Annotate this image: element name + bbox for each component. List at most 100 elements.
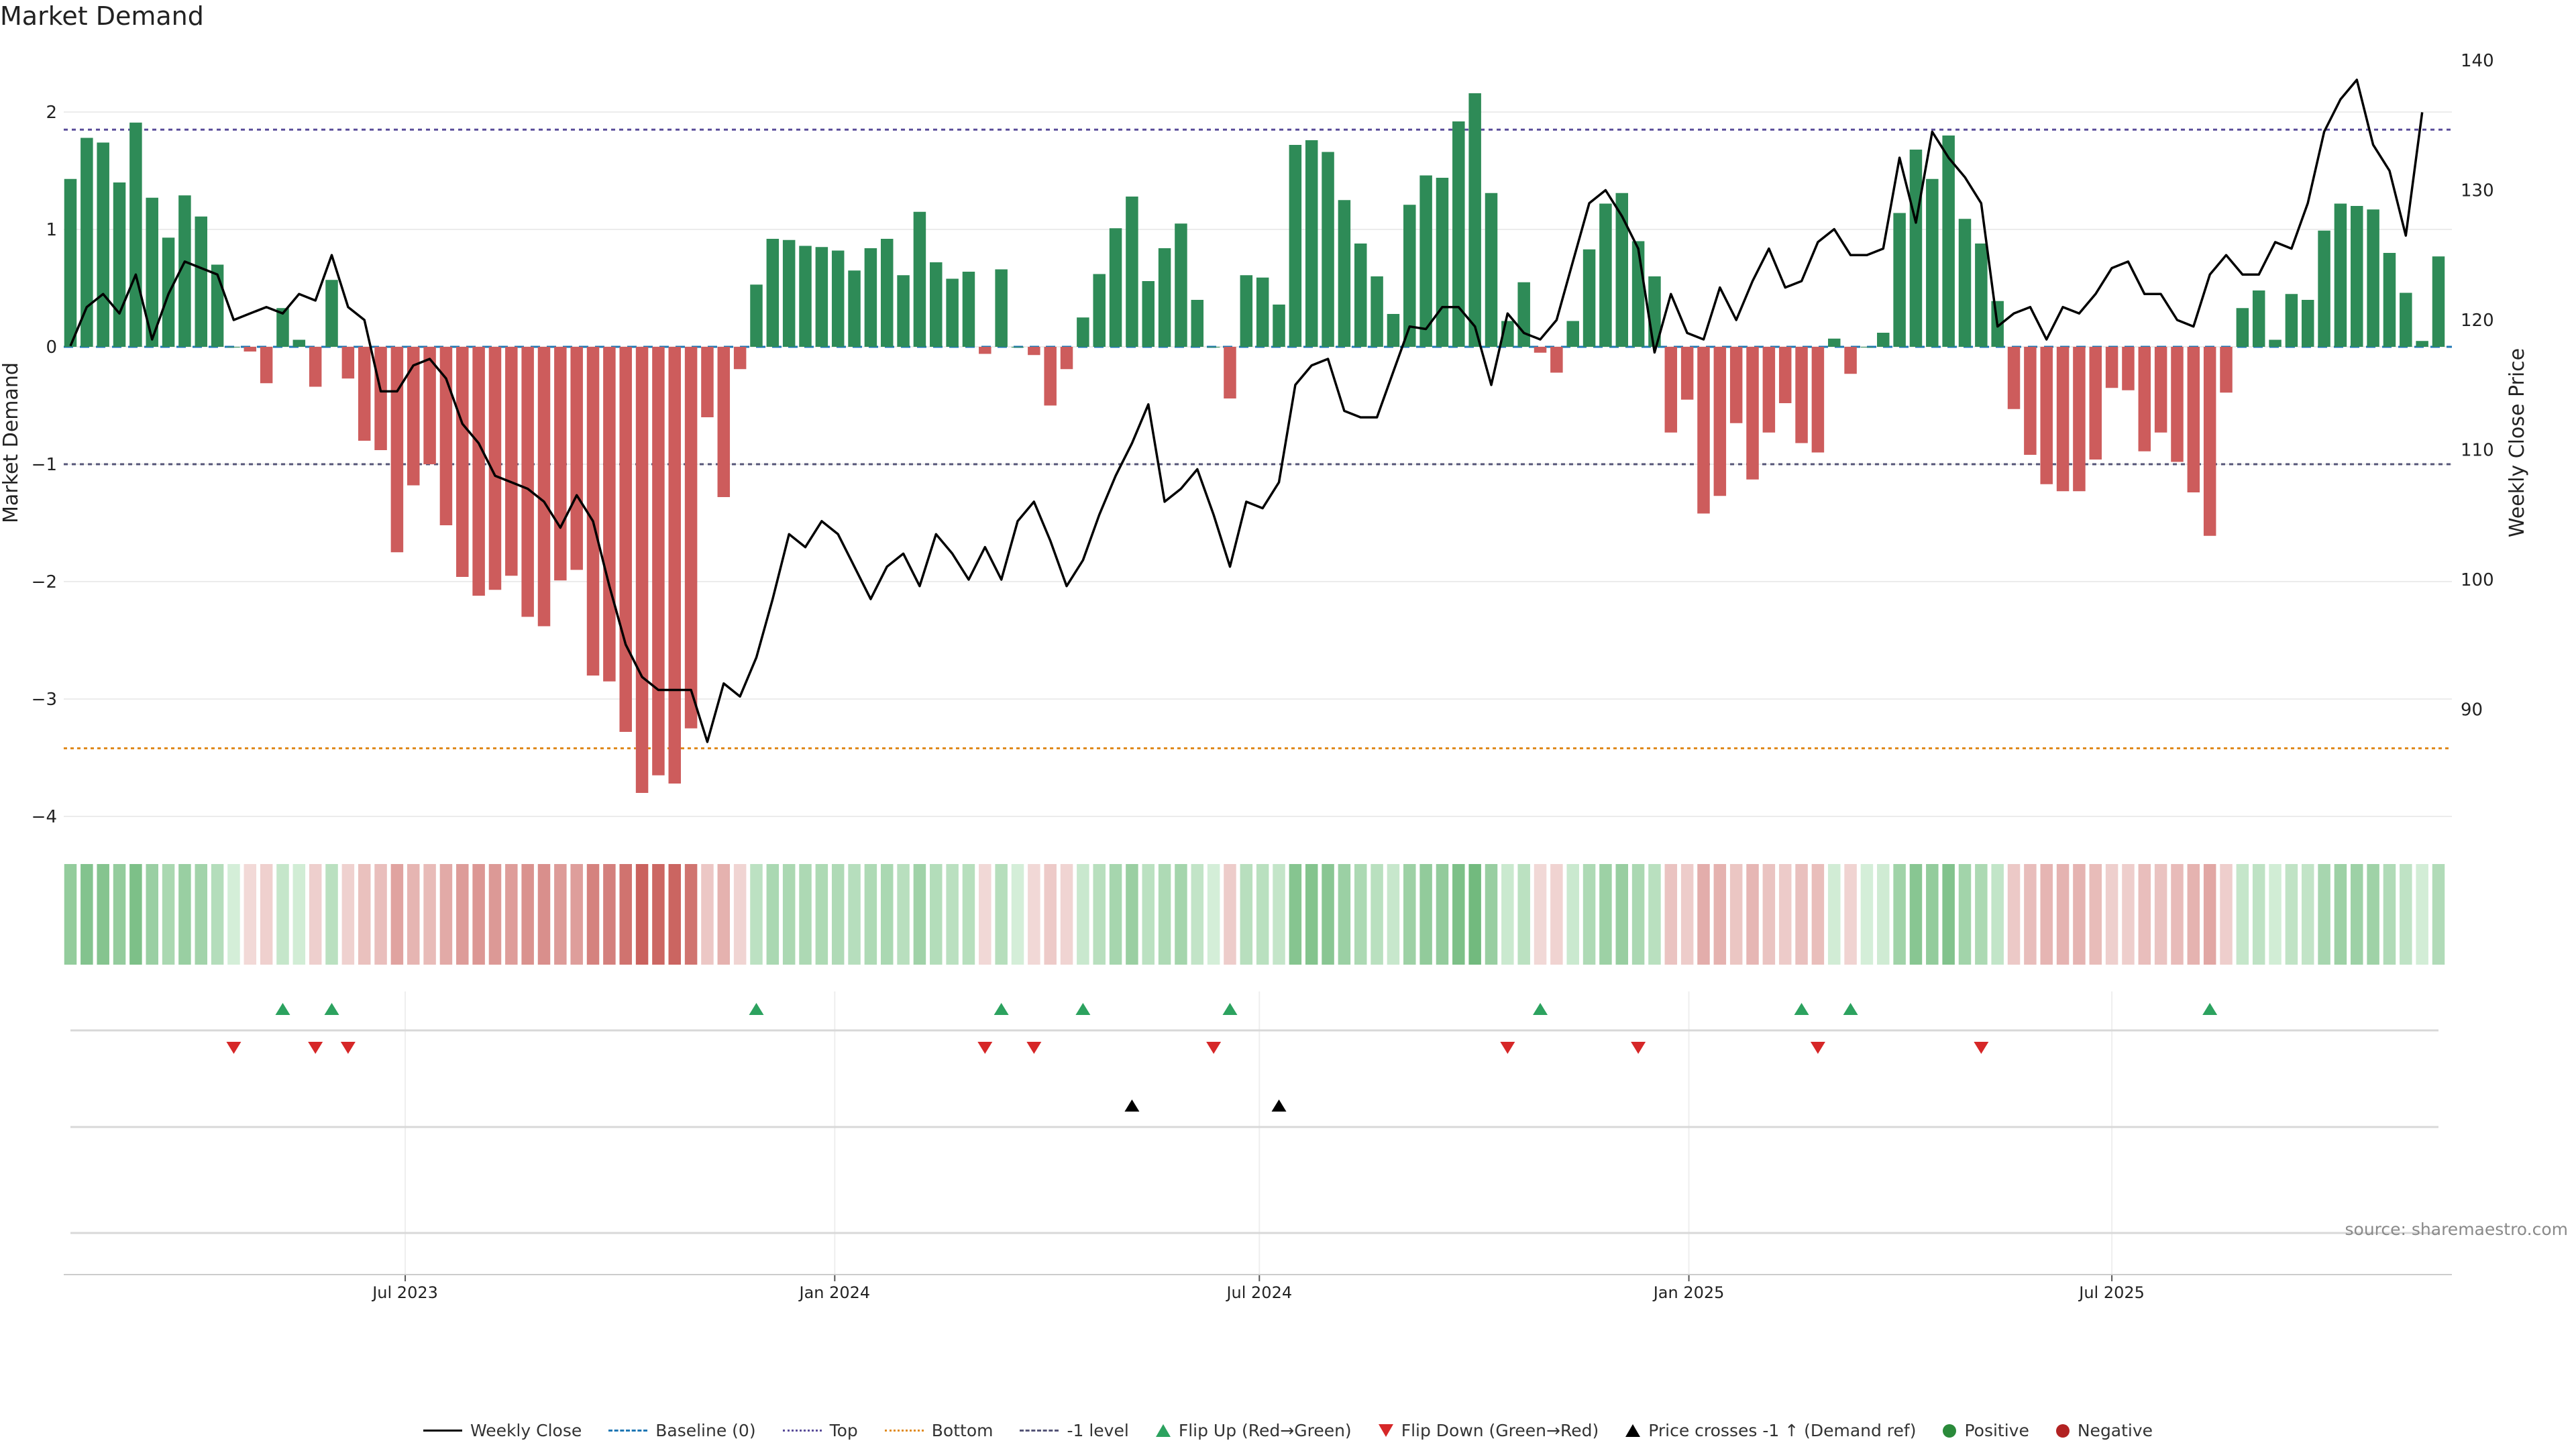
axes: 2 1 0 −1 −2 −3 −4 140 130 120 110 100 90 Market Deman…	[0, 51, 2529, 827]
flip-up-marker	[1843, 1003, 1858, 1015]
legend-label: Price crosses -1 ↑ (Demand ref)	[1648, 1421, 1917, 1440]
legend-label: Positive	[1964, 1421, 2029, 1440]
legend-item: Top	[782, 1421, 858, 1440]
demand-bar	[1827, 338, 1841, 347]
heat-cell	[227, 864, 240, 965]
heat-cell	[1371, 864, 1383, 965]
heat-cell	[1599, 864, 1612, 965]
heat-cell	[2056, 864, 2070, 965]
demand-bar	[1256, 277, 1269, 347]
flip-up-marker	[2202, 1003, 2218, 1015]
heat-cell	[439, 864, 453, 965]
heat-cell	[488, 864, 502, 965]
heat-cell	[2432, 864, 2445, 965]
demand-bar	[1273, 305, 1285, 347]
demand-bar	[407, 347, 420, 486]
flip-up-marker	[1533, 1003, 1548, 1015]
demand-bar	[1729, 347, 1743, 423]
demand-bar	[1175, 223, 1187, 347]
legend-symbol	[1155, 1424, 1171, 1437]
demand-bar	[1762, 347, 1776, 433]
y-tick-label: −4	[32, 807, 57, 827]
heat-cell	[1762, 864, 1776, 965]
heat-cell	[2154, 864, 2167, 965]
y2-tick-label: 90	[2461, 700, 2483, 720]
demand-bar	[1517, 282, 1530, 347]
heat-cell	[2285, 864, 2298, 965]
heat-cell	[2252, 864, 2265, 965]
demand-bar	[2089, 347, 2102, 460]
demand-bar	[1746, 347, 1759, 480]
heat-cell	[1191, 864, 1204, 965]
demand-bar	[782, 239, 796, 347]
demand-bar	[766, 239, 780, 347]
heat-cell	[1109, 864, 1122, 965]
legend-item: -1 level	[1020, 1421, 1129, 1440]
demand-bar	[2203, 347, 2216, 536]
x-tick-label: Jul 2023	[371, 1283, 438, 1302]
demand-bar	[2073, 347, 2086, 492]
demand-bar	[2122, 347, 2135, 390]
heat-cell	[129, 864, 142, 965]
heat-cell	[423, 864, 436, 965]
heat-cell	[1582, 864, 1596, 965]
heat-cell	[2138, 864, 2151, 965]
heat-cell	[1942, 864, 1955, 965]
demand-bar	[276, 308, 289, 347]
x-tick-label: Jul 2025	[2078, 1283, 2145, 1302]
demand-bar	[1811, 347, 1825, 453]
demand-bar	[390, 347, 404, 553]
demand-bar	[897, 275, 910, 347]
heat-cell	[554, 864, 567, 965]
demand-bar	[930, 262, 943, 347]
y2-tick-label: 120	[2461, 311, 2494, 331]
demand-bar	[995, 269, 1008, 347]
y2-tick-label: 130	[2461, 181, 2494, 201]
demand-bar	[1028, 347, 1040, 356]
heat-cell	[2383, 864, 2396, 965]
demand-bar	[244, 347, 257, 352]
legend-label: -1 level	[1067, 1421, 1129, 1440]
y-tick-label: 0	[46, 337, 57, 358]
demand-bar	[1599, 203, 1612, 347]
demand-bar	[946, 278, 959, 347]
legend-symbol	[782, 1430, 822, 1432]
x-tick-label: Jul 2024	[1225, 1283, 1292, 1302]
heat-cell	[358, 864, 371, 965]
y-tick-label: 1	[46, 220, 57, 240]
demand-bar	[2285, 294, 2298, 347]
demand-bar	[423, 347, 436, 464]
demand-bar	[799, 246, 812, 347]
legend-symbol	[423, 1430, 462, 1432]
heat-cell	[1827, 864, 1841, 965]
demand-bar	[309, 347, 322, 387]
heat-cell	[64, 864, 77, 965]
demand-bar	[374, 347, 387, 450]
demand-bar	[2252, 290, 2265, 347]
demand-bar	[733, 347, 747, 370]
legend-item: Negative	[2055, 1421, 2153, 1440]
demand-bar	[1795, 347, 1808, 443]
demand-bar	[146, 197, 158, 347]
demand-bar	[358, 347, 371, 441]
demand-bar	[456, 347, 469, 577]
heat-cell	[2220, 864, 2233, 965]
legend-symbol	[2055, 1424, 2070, 1438]
heat-cell	[341, 864, 355, 965]
heat-cell	[456, 864, 469, 965]
demand-bar	[2432, 256, 2445, 347]
demand-bar	[603, 347, 616, 682]
demand-bar	[2351, 206, 2363, 347]
heat-cell	[913, 864, 926, 965]
heat-cell	[2073, 864, 2086, 965]
heat-cell	[1729, 864, 1743, 965]
heat-cell	[1975, 864, 1988, 965]
heat-cell	[1060, 864, 1073, 965]
heat-cell	[1240, 864, 1253, 965]
demand-bar	[2301, 300, 2314, 347]
heat-cell	[1077, 864, 1089, 965]
demand-bar	[2220, 347, 2233, 393]
legend-label: Baseline (0)	[655, 1421, 756, 1440]
heat-cell	[1893, 864, 1906, 965]
heat-cell	[1273, 864, 1285, 965]
